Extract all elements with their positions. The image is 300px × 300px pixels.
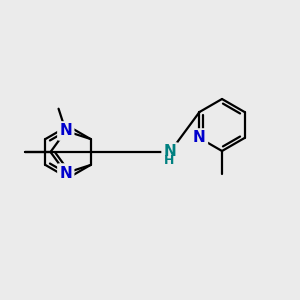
Text: N: N bbox=[193, 130, 206, 146]
Text: N: N bbox=[59, 166, 72, 181]
Text: N: N bbox=[59, 124, 72, 139]
Text: H: H bbox=[164, 154, 174, 167]
Text: N: N bbox=[164, 145, 176, 160]
